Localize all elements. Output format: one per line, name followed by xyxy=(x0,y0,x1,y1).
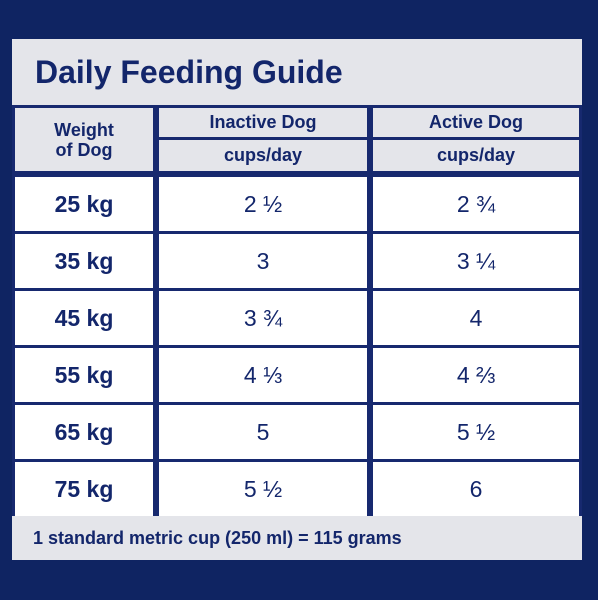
cup-conversion-note: 1 standard metric cup (250 ml) = 115 gra… xyxy=(33,527,402,548)
header-weight-line1: Weight xyxy=(54,119,114,140)
row-inactive: 5 xyxy=(159,405,367,459)
feeding-table: Weight of Dog Inactive Dog Active Dog cu… xyxy=(12,105,582,516)
header-inactive: Inactive Dog xyxy=(159,108,367,137)
row-weight: 65 kg xyxy=(15,405,153,459)
row-active: 3 ¼ xyxy=(373,234,579,288)
row-inactive: 2 ½ xyxy=(159,177,367,231)
row-inactive: 4 ⅓ xyxy=(159,348,367,402)
row-inactive: 3 ¾ xyxy=(159,291,367,345)
row-weight: 35 kg xyxy=(15,234,153,288)
row-weight: 55 kg xyxy=(15,348,153,402)
row-weight: 75 kg xyxy=(15,462,153,516)
row-active: 6 xyxy=(373,462,579,516)
row-active: 2 ¾ xyxy=(373,177,579,231)
row-active: 4 ⅔ xyxy=(373,348,579,402)
header-active: Active Dog xyxy=(373,108,579,137)
page-title: Daily Feeding Guide xyxy=(35,54,343,90)
header-active-unit: cups/day xyxy=(373,140,579,171)
header-weight-line2: of Dog xyxy=(55,139,113,160)
row-active: 4 xyxy=(373,291,579,345)
header-weight: Weight of Dog xyxy=(15,108,153,171)
row-weight: 45 kg xyxy=(15,291,153,345)
row-active: 5 ½ xyxy=(373,405,579,459)
row-weight: 25 kg xyxy=(15,177,153,231)
row-inactive: 3 xyxy=(159,234,367,288)
header-inactive-unit: cups/day xyxy=(159,140,367,171)
row-inactive: 5 ½ xyxy=(159,462,367,516)
feeding-guide-panel: Daily Feeding Guide Weight of Dog Inacti… xyxy=(12,39,582,560)
